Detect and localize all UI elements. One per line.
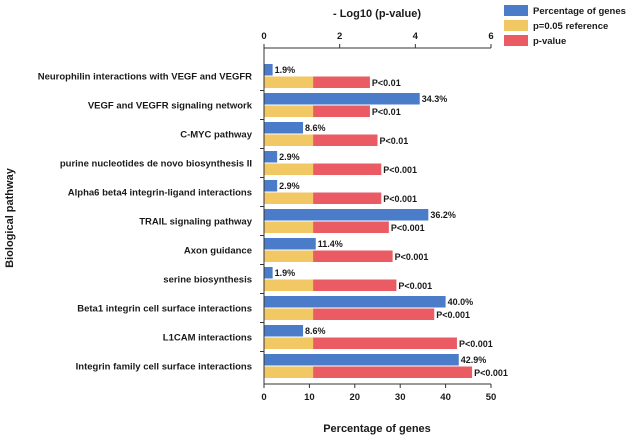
data-label-p-value: P<0.01 [372,78,401,88]
data-label-percentage: 8.6% [305,123,326,133]
bar-reference [264,192,314,204]
data-label-p-value: P<0.01 [380,136,409,146]
bar-p-value [264,337,457,349]
plot-area: Neurophilin interactions with VEGF and V… [38,31,508,403]
x-tick-label: 40 [440,392,451,403]
category-label: Integrin family cell surface interaction… [76,362,252,373]
category-label: serine biosynthesis [163,275,252,286]
bottom-axis-title: Percentage of genes [323,423,431,435]
y-axis-title: Biological pathway [4,167,16,268]
data-label-percentage: 2.9% [279,152,300,162]
x-tick-label: 10 [304,392,315,403]
bar-percentage-of-genes [264,238,316,250]
data-label-p-value: P<0.01 [372,107,401,117]
bar-percentage-of-genes [264,296,446,308]
category-label: Axon guidance [184,246,252,257]
bar-percentage-of-genes [264,209,429,221]
bar-reference [264,105,314,117]
bar-reference [264,134,314,146]
data-label-percentage: 1.9% [275,268,296,278]
bar-p-value [264,221,389,233]
data-label-percentage: 36.2% [430,210,456,220]
data-label-percentage: 1.9% [275,65,296,75]
category-label: purine nucleotides de novo biosynthesis … [60,159,252,170]
category-label: C-MYC pathway [180,130,253,141]
category-label: TRAIL signaling pathway [139,217,252,228]
legend-swatch [504,5,528,16]
legend-label: p=0.05 reference [533,21,608,32]
data-label-p-value: P<0.001 [398,281,432,291]
bar-reference [264,366,314,378]
bar-p-value [264,105,370,117]
data-label-percentage: 2.9% [279,181,300,191]
bar-percentage-of-genes [264,64,273,76]
category-label: Neurophilin interactions with VEGF and V… [38,72,252,83]
bar-p-value [264,134,378,146]
bar-percentage-of-genes [264,267,273,279]
bar-reference [264,250,314,262]
bar-p-value [264,366,473,378]
bar-percentage-of-genes [264,151,278,163]
bar-reference [264,163,314,175]
category-label: VEGF and VEGFR signaling network [88,101,253,112]
category-label: Alpha6 beta4 integrin-ligand interaction… [68,188,252,199]
legend: Percentage of genes p=0.05 reference p-val… [504,5,626,47]
data-label-p-value: P<0.001 [391,223,425,233]
bar-p-value [264,192,382,204]
bar-p-value [264,279,397,291]
data-label-p-value: P<0.001 [474,368,508,378]
data-label-p-value: P<0.001 [459,339,493,349]
bar-reference [264,221,314,233]
data-label-p-value: P<0.001 [395,252,429,262]
category-label: L1CAM interactions [163,333,252,344]
legend-label: Percentage of genes [533,6,626,17]
bar-reference [264,76,314,88]
data-label-p-value: P<0.001 [436,310,470,320]
legend-label: p-value [533,36,566,47]
category-label: Beta1 integrin cell surface interactions [77,304,252,315]
x2-tick-label: 2 [337,31,342,42]
bar-p-value [264,250,393,262]
x2-tick-label: 4 [413,31,419,42]
bar-p-value [264,163,382,175]
data-label-p-value: P<0.001 [383,194,417,204]
bar-reference [264,308,314,320]
data-label-percentage: 8.6% [305,326,326,336]
data-label-percentage: 34.3% [422,94,448,104]
bar-percentage-of-genes [264,354,459,366]
x2-tick-label: 0 [261,31,266,42]
bar-p-value [264,76,370,88]
x-tick-label: 50 [486,392,497,403]
bar-reference [264,279,314,291]
bar-percentage-of-genes [264,180,278,192]
x2-tick-label: 6 [488,31,493,42]
bar-reference [264,337,314,349]
bar-percentage-of-genes [264,93,420,105]
legend-swatch [504,20,528,31]
x-tick-label: 0 [261,392,266,403]
data-label-percentage: 42.9% [461,355,487,365]
x-tick-label: 20 [350,392,361,403]
x-tick-label: 30 [395,392,406,403]
data-label-p-value: P<0.001 [383,165,417,175]
legend-swatch [504,35,528,46]
data-label-percentage: 40.0% [448,297,474,307]
bar-percentage-of-genes [264,325,304,337]
bar-p-value [264,308,435,320]
bar-percentage-of-genes [264,122,304,134]
top-axis-title: - Log10 (p-value) [333,8,421,20]
data-label-percentage: 11.4% [318,239,343,249]
